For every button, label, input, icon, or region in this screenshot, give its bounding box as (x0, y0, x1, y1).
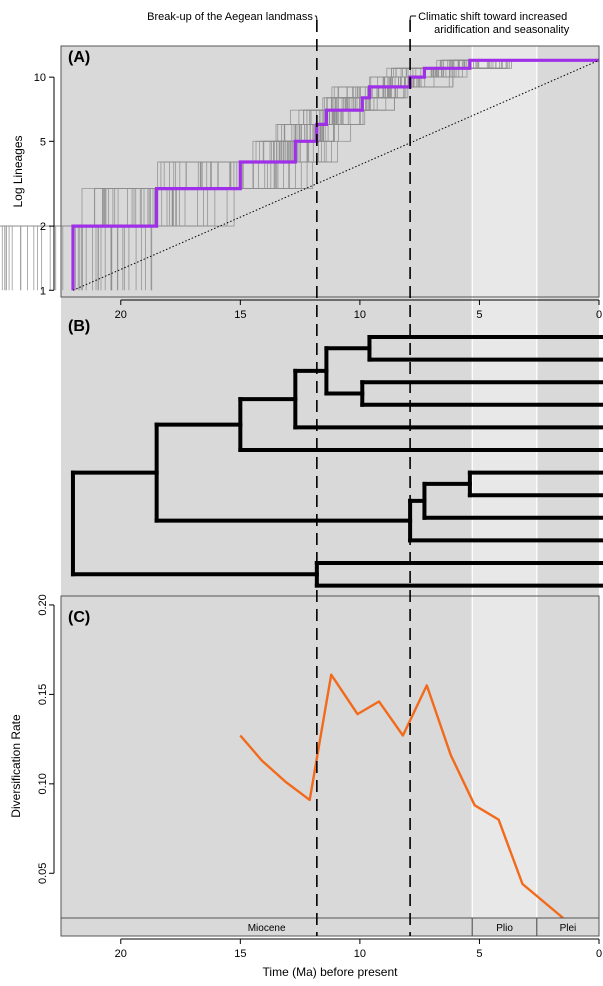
background-layer (61, 46, 599, 936)
panel-c-y-tick-label: 0.10 (37, 773, 49, 794)
panel-a-y-axis-label: Log Lineages (11, 135, 25, 207)
mean-ltt-series-line (71, 58, 599, 291)
panel-a-x-tick-label: 0 (596, 309, 602, 321)
panel-c-pliocene-band (472, 596, 537, 936)
panel-c-y-tick-label: 0.15 (37, 684, 49, 705)
panel-c-y-tick-label: 0.05 (37, 863, 49, 884)
tree-branches (70, 335, 603, 588)
panel-c-frame (60, 595, 600, 937)
climatic-shift-callout-line (409, 15, 417, 21)
aegean-breakup-callout-line (314, 15, 318, 21)
panel-c-y-axis-label: Diversification Rate (9, 714, 23, 818)
panel-b-pliocene-band (472, 297, 537, 596)
climatic-shift-annotation: Climatic shift toward increased aridifica… (418, 11, 570, 36)
panel-a-x-tick-label: 15 (234, 309, 246, 321)
event-lines: Break-up of the Aegean landmass Climatic… (147, 11, 570, 936)
panel-c-x-tick-label: 5 (476, 948, 482, 960)
panel-a-pliocene-band (472, 46, 537, 297)
epoch-label: Plei (560, 923, 577, 934)
panel-c-x-axis-label: Time (Ma) before present (263, 965, 399, 979)
panel-a-y-tick-label: 1 (40, 285, 46, 297)
panel-a-y-tick-label: 10 (34, 72, 46, 84)
panel-a: 1 2 5 10 20 15 10 5 0 (A) Log Lineages (0, 45, 602, 321)
panel-c-x-tick-label: 20 (115, 948, 127, 960)
panel-a-label: (A) (68, 49, 90, 66)
panel-a-x-tick-label: 10 (354, 309, 366, 321)
panel-a-y-tick-label: 2 (40, 221, 46, 233)
panel-a-series (71, 58, 600, 291)
panel-c-axes: 0.05 0.10 0.15 0.20 20 15 10 5 0 (37, 594, 602, 960)
panel-c-series (239, 673, 564, 919)
panel-a-axes: 1 2 5 10 20 15 10 5 0 (34, 72, 602, 321)
panel-c-x-tick-label: 10 (354, 948, 366, 960)
diversification-rate-line (239, 673, 564, 919)
panel-b-label: (B) (68, 318, 90, 335)
epoch-label: Plio (496, 923, 513, 934)
panel-c-x-tick-label: 15 (234, 948, 246, 960)
posterior-ltt-line (117, 59, 592, 291)
epoch-label: Miocene (248, 923, 286, 934)
panel-a-frame (60, 45, 600, 298)
panel-c-x-tick-label: 0 (596, 948, 602, 960)
panel-c-y-tick-label: 0.20 (37, 594, 49, 615)
epoch-bar: Miocene Plio Plei (60, 917, 600, 937)
climatic-shift-annotation-line-1: Climatic shift toward increased (418, 11, 567, 23)
aegean-breakup-annotation: Break-up of the Aegean landmass (147, 11, 313, 23)
panel-a-y-tick-label: 5 (40, 136, 46, 148)
expected-ltt-dotted-line (72, 59, 600, 291)
panel-b-phylogeny: (B) (68, 318, 603, 588)
panel-a-x-tick-label: 5 (476, 309, 482, 321)
panel-a-x-tick-label: 20 (115, 309, 127, 321)
climatic-shift-annotation-line-2: aridification and seasonality (434, 24, 570, 36)
panel-c-label: (C) (68, 609, 90, 626)
